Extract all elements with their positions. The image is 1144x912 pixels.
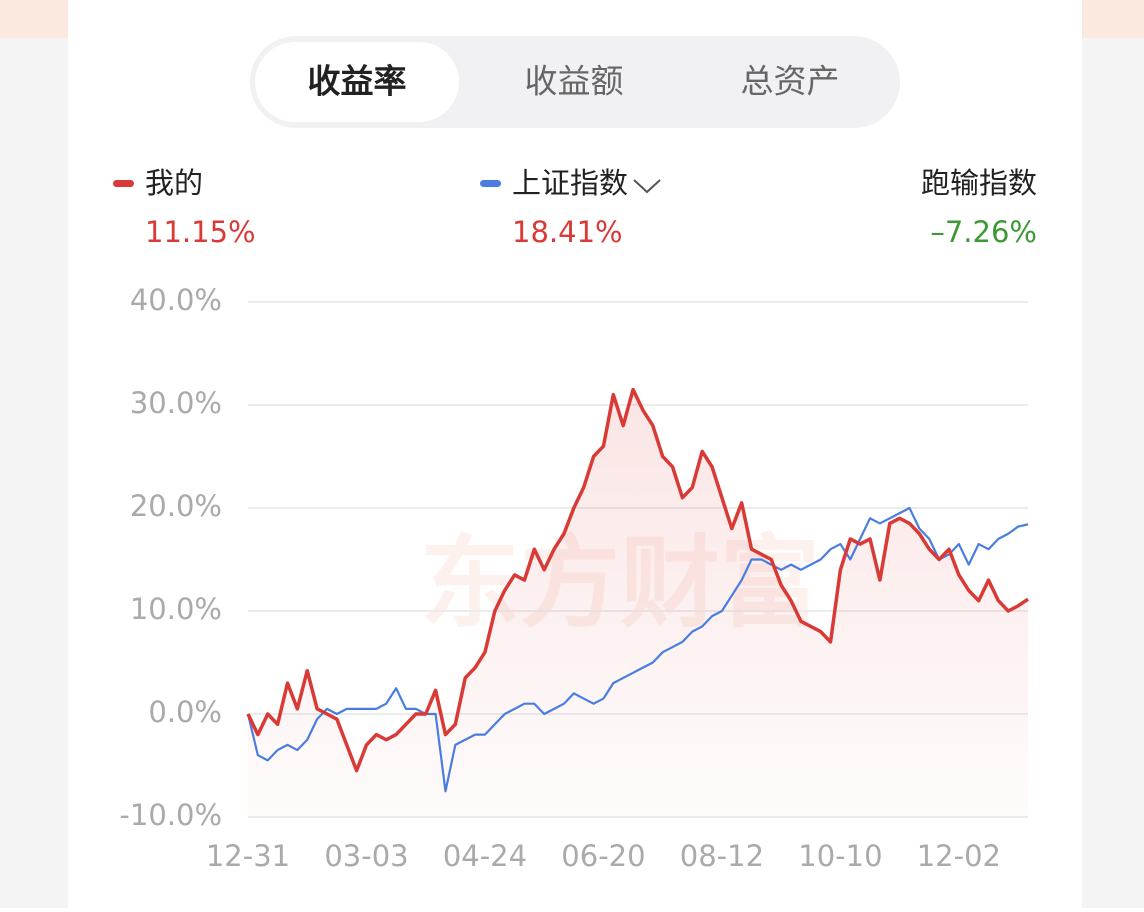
x-tick-label: 03-03 [324,839,408,873]
comparison-label: 跑输指数 [921,166,1037,200]
dropdown-chevron[interactable] [633,179,661,194]
x-tick-label: 04-24 [443,839,527,873]
tab[interactable]: 总资产 [741,62,840,101]
x-tick-label: 10-10 [798,839,882,873]
area [248,389,1028,817]
y-tick-label: 0.0% [148,695,222,729]
corner-tint [1082,0,1144,38]
y-tick-label: 20.0% [130,489,222,523]
legend-value: 18.41% [512,215,623,249]
comparison-value: –7.26% [930,215,1037,249]
tab[interactable]: 收益额 [525,62,624,101]
tab-active-bg [255,42,459,122]
legend-label: 我的 [145,166,203,200]
x-tick-label: 06-20 [561,839,645,873]
x-tick-label: 12-02 [917,839,1001,873]
legend-label: 上证指数 [512,166,628,200]
y-tick-label: 30.0% [130,386,222,420]
y-tick-label: -10.0% [119,798,222,832]
x-tick-label: 12-31 [206,839,290,873]
line [246,506,1029,793]
line [246,387,1029,773]
y-tick-label: 40.0% [130,283,222,317]
corner-tint [0,0,68,38]
legend-value: 11.15% [145,215,256,249]
x-tick-label: 08-12 [680,839,764,873]
legend-swatch [480,180,501,187]
legend-swatch [113,180,134,187]
tab[interactable]: 收益率 [308,62,407,101]
y-tick-label: 10.0% [130,592,222,626]
